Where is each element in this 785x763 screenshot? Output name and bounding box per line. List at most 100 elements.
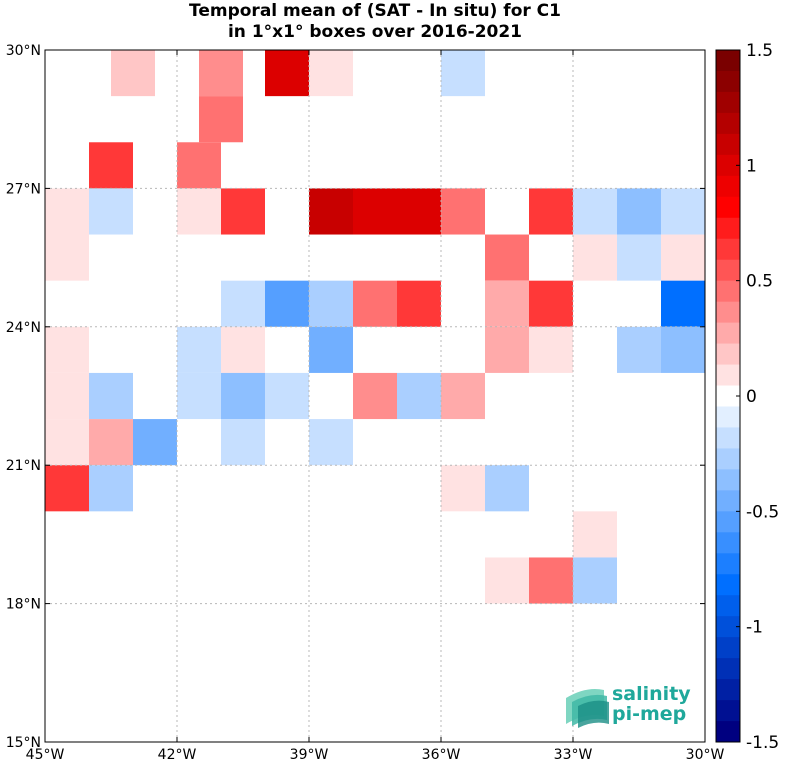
- colorbar-segment: [716, 343, 740, 365]
- heatmap-cell: [199, 96, 243, 143]
- colorbar-segment: [716, 301, 740, 324]
- heatmap-cell: [45, 326, 89, 373]
- heatmap-cell: [309, 419, 353, 466]
- colorbar-segment: [716, 532, 740, 554]
- logo-text-pimep: pi-mep: [612, 703, 687, 725]
- heatmap-cell: [529, 557, 573, 604]
- colorbar-segment: [716, 196, 740, 219]
- heatmap-cell: [485, 280, 529, 327]
- heatmap-cell: [441, 188, 485, 235]
- heatmap-cell: [265, 280, 309, 327]
- y-axis: 15°N 18°N 21°N 24°N 27°N 30°N: [6, 43, 705, 751]
- x-tick-label: 45°W: [26, 747, 65, 763]
- colorbar-segment: [716, 448, 740, 470]
- colorbar-tick-label: 0.5: [746, 272, 773, 292]
- heatmap-cell: [485, 234, 529, 281]
- heatmap-cell: [221, 188, 265, 235]
- heatmap-cell: [529, 280, 573, 327]
- heatmap-cell: [485, 465, 529, 512]
- heatmap-cell: [353, 188, 397, 235]
- heatmap-cell: [89, 419, 133, 466]
- heatmap-cell: [661, 234, 705, 281]
- heatmap-cell: [353, 372, 397, 420]
- heatmap-cell: [177, 372, 221, 420]
- logo-text-salinity: salinity: [612, 683, 691, 705]
- colorbar-segment: [716, 50, 740, 72]
- colorbar-segment: [716, 469, 740, 491]
- colorbar-segment: [716, 679, 740, 701]
- colorbar-segment: [716, 175, 740, 198]
- heatmap-cell: [199, 50, 243, 97]
- heatmap-cell: [353, 280, 397, 327]
- heatmap-cell: [397, 188, 441, 235]
- colorbar-tick-label: -1.5: [746, 733, 779, 753]
- y-tick-label: 30°N: [6, 43, 41, 59]
- colorbar-tick-label: 1.5: [746, 41, 773, 61]
- heatmap-cell: [441, 465, 485, 512]
- y-tick-label: 24°N: [6, 320, 41, 336]
- heatmap-cell: [573, 188, 617, 235]
- colorbar-segment: [716, 595, 740, 617]
- colorbar-segment: [716, 574, 740, 596]
- colorbar-segment: [716, 511, 740, 533]
- colorbar-segment: [716, 259, 740, 282]
- colorbar-segment: [716, 154, 740, 177]
- heatmap-cell: [441, 50, 485, 97]
- heatmap-cell: [45, 419, 89, 466]
- salinity-logo-icon: [566, 689, 609, 728]
- heatmap-cells: [45, 50, 705, 604]
- heatmap-cell: [89, 465, 133, 512]
- colorbar: 1.5 1 0.5 0 -0.5 -1 -1.5: [715, 41, 779, 753]
- colorbar-segment: [716, 217, 740, 240]
- colorbar-segment: [716, 427, 740, 449]
- heatmap-cell: [661, 188, 705, 235]
- colorbar-segment: [716, 700, 740, 722]
- heatmap-cell: [309, 50, 353, 97]
- heatmap-cell: [661, 326, 705, 373]
- heatmap-cell: [573, 511, 617, 558]
- heatmap-cell: [309, 188, 353, 235]
- heatmap-cell: [485, 326, 529, 373]
- heatmap-cell: [89, 372, 133, 420]
- heatmap-cell: [45, 188, 89, 235]
- colorbar-segment: [716, 658, 740, 680]
- heatmap-cell: [89, 142, 133, 189]
- colorbar-segment: [716, 322, 740, 344]
- colorbar-segment: [716, 280, 740, 303]
- colorbar-segment: [716, 364, 740, 386]
- plot-frame: [44, 49, 706, 743]
- heatmap-cell: [177, 326, 221, 373]
- y-tick-label: 18°N: [6, 597, 41, 613]
- x-tick-label: 39°W: [290, 747, 329, 763]
- colorbar-segment: [716, 133, 740, 156]
- y-tick-label: 15°N: [6, 735, 41, 751]
- colorbar-segment: [716, 385, 740, 407]
- heatmap-cell: [661, 280, 705, 327]
- colorbar-segment: [716, 721, 740, 743]
- heatmap-cell: [529, 326, 573, 373]
- colorbar-segment: [716, 406, 740, 428]
- x-tick-label: 30°W: [686, 747, 725, 763]
- heatmap-cell: [265, 372, 309, 420]
- heatmap-cell: [617, 326, 661, 373]
- heatmap-cell: [265, 50, 309, 97]
- heatmap-cell: [45, 465, 89, 512]
- colorbar-segment: [716, 616, 740, 638]
- heatmap-cell: [89, 188, 133, 235]
- x-tick-label: 33°W: [554, 747, 593, 763]
- x-tick-label: 36°W: [422, 747, 461, 763]
- colorbar-tick-label: -0.5: [746, 502, 779, 522]
- colorbar-segment: [716, 91, 740, 114]
- heatmap-cell: [221, 419, 265, 466]
- colorbar-segment: [716, 112, 740, 135]
- heatmap-cell: [397, 280, 441, 327]
- heatmap-cell: [221, 326, 265, 373]
- colorbar-segment: [716, 637, 740, 659]
- colorbar-tick-label: -1: [746, 618, 763, 638]
- colorbar-segment: [716, 238, 740, 261]
- heatmap-cell: [133, 419, 177, 466]
- colorbar-segment: [716, 553, 740, 575]
- heatmap-cell: [529, 188, 573, 235]
- colorbar-segment: [716, 70, 740, 93]
- gridlines: [45, 50, 705, 742]
